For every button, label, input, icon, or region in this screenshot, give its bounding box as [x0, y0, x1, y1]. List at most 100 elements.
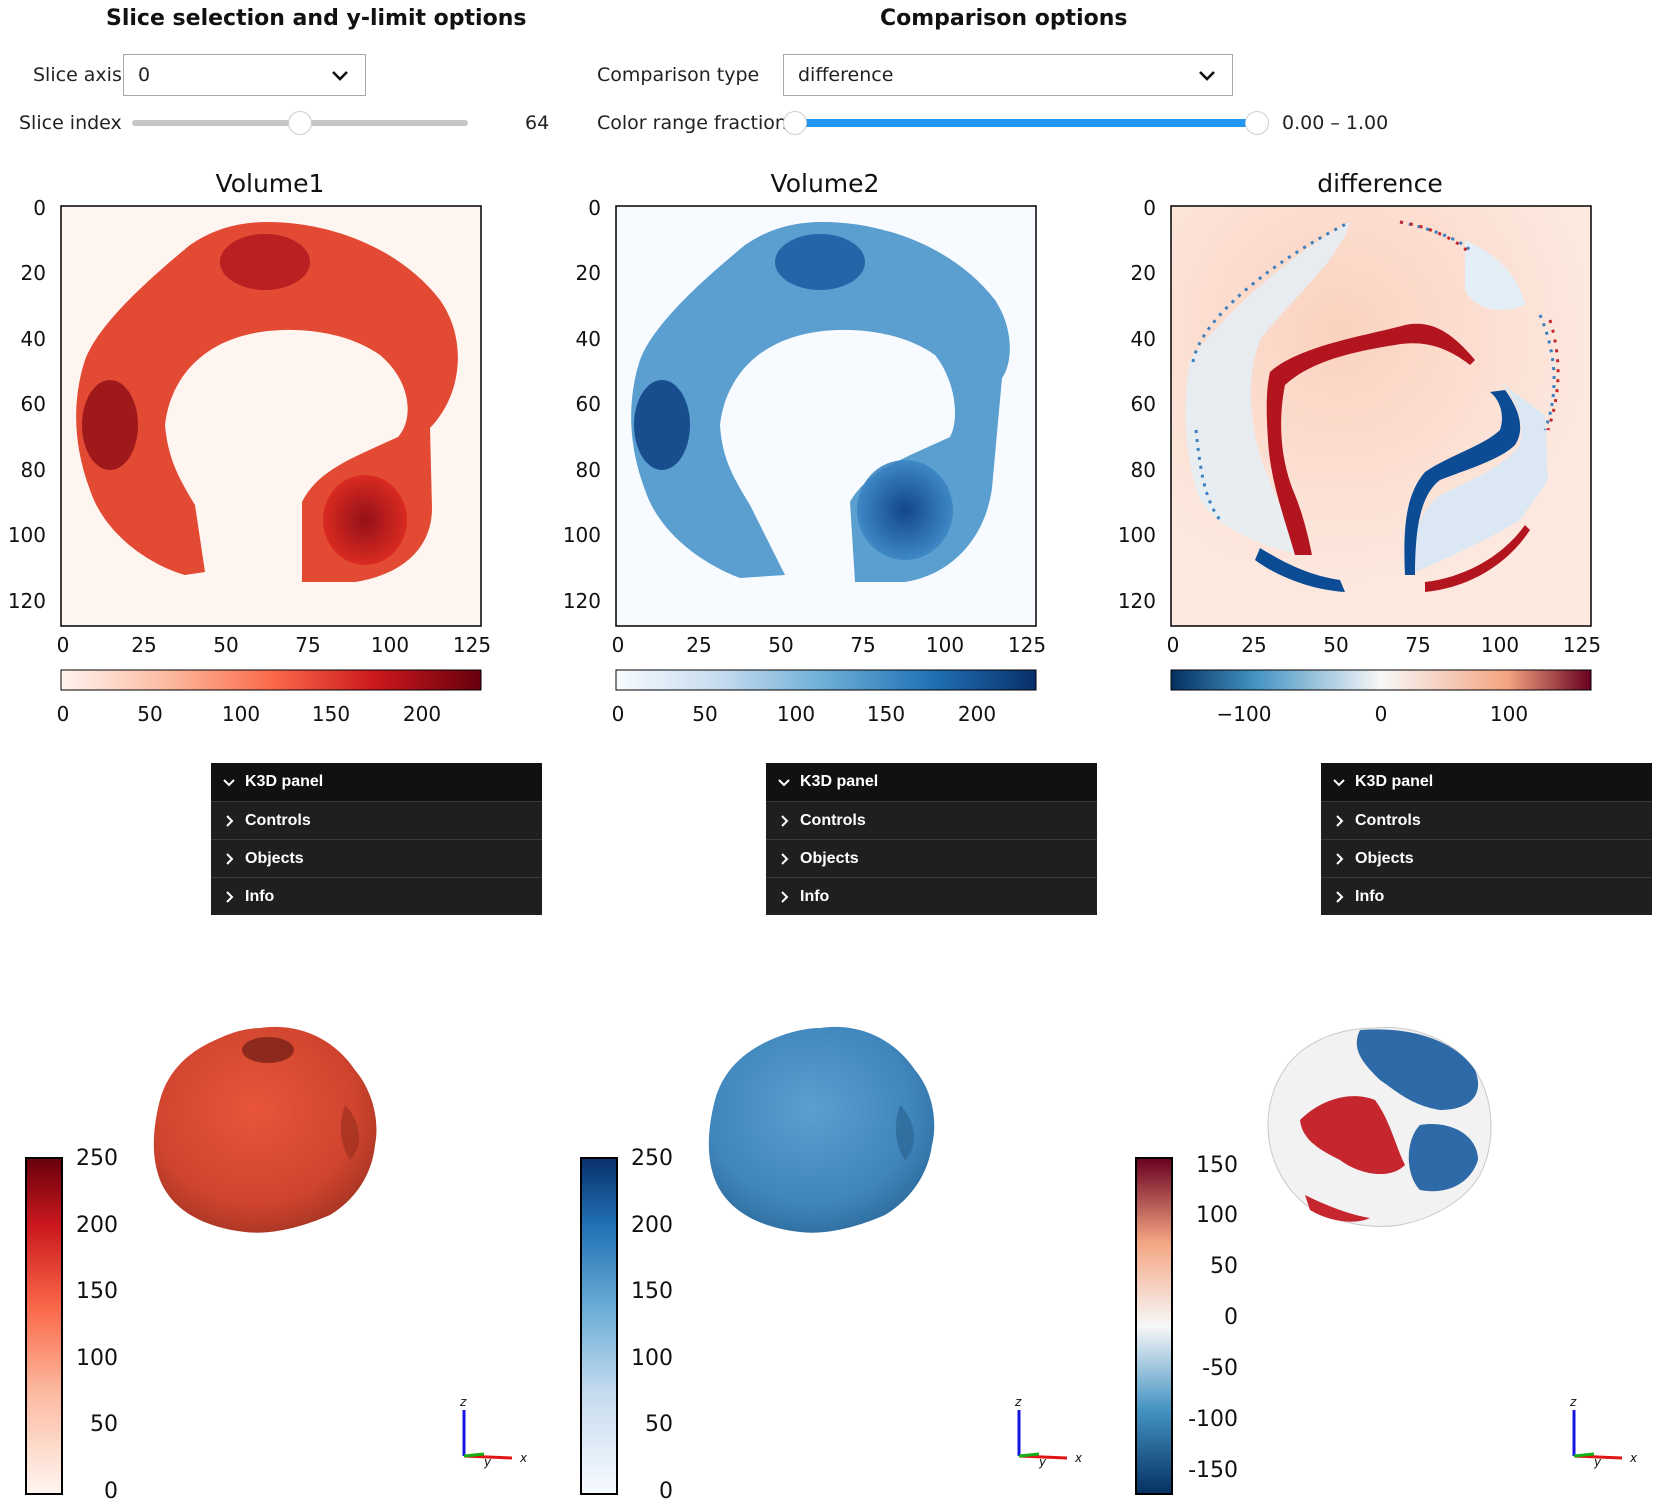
render3d-area: 250 200 150 100 50 0 z x y 250 200 150 1…: [25, 1026, 1638, 1504]
chevron-right-icon: [226, 852, 234, 865]
y-tick-label: 40: [1131, 327, 1156, 351]
volume2-y-axis: 0 20 40 60 80 100 120: [563, 196, 601, 613]
difference-3d-colorbar-ticks: 150 100 50 0 -50 -100 -150: [1188, 1153, 1238, 1483]
volume2-panel: Volume2 0 25 50 75 100 125 0 20 40 60 80…: [563, 169, 1046, 726]
difference-x-axis: 0 25 50 75 100 125: [1167, 633, 1601, 657]
colorbar-tick-label: 0: [104, 1479, 118, 1504]
colorbar-tick-label: 50: [90, 1412, 118, 1437]
y-tick-label: 60: [576, 392, 601, 416]
volume2-3d-colorbar-ticks: 250 200 150 100 50 0: [631, 1146, 673, 1504]
y-tick-label: 0: [33, 196, 46, 220]
k3d-panel-volume2: K3D panel Controls Objects Info: [766, 763, 1097, 915]
slice-axis-dropdown[interactable]: 0: [123, 54, 366, 96]
k3d-controls-item[interactable]: Controls: [211, 801, 542, 839]
colorbar-tick-label: -100: [1188, 1407, 1238, 1432]
volume1-surface-shadow: [340, 1105, 360, 1160]
volume1-colorbar: [60, 669, 482, 691]
volume2-3d-colorbar: [580, 1157, 618, 1495]
volume2-hotspot: [775, 234, 865, 290]
k3d-controls-item[interactable]: Controls: [766, 801, 1097, 839]
difference-surface-red-patch: [1305, 1195, 1370, 1222]
x-tick-label: 75: [850, 633, 875, 657]
volume1-colorbar-ticks: 0 50 100 150 200: [57, 702, 441, 726]
chevron-down-icon: [1333, 779, 1345, 787]
k3d-panel-title: K3D panel: [245, 773, 324, 790]
k3d-panel-title: K3D panel: [1355, 773, 1434, 790]
volume2-hotspot: [857, 460, 953, 560]
difference-surface-blue-patch: [1408, 1124, 1478, 1192]
comparison-type-dropdown[interactable]: difference: [783, 54, 1233, 96]
comparison-type-label: Comparison type: [597, 64, 760, 86]
difference-blue-arc: [1255, 548, 1345, 592]
y-tick-label: 0: [588, 196, 601, 220]
x-tick-label: 50: [768, 633, 793, 657]
y-tick-label: 80: [576, 458, 601, 482]
k3d-panel-volume1: K3D panel Controls Objects Info: [211, 763, 542, 915]
chevron-right-icon: [226, 814, 234, 827]
volume1-title: Volume1: [216, 169, 325, 198]
difference-red-edge: [1425, 525, 1530, 592]
k3d-controls-item[interactable]: Controls: [1321, 801, 1652, 839]
k3d-panel-header[interactable]: K3D panel: [1321, 763, 1652, 801]
colorbar-tick-label: 250: [631, 1146, 673, 1171]
colorbar-tick-label: 100: [777, 702, 815, 726]
colorbar-tick-label: −100: [1217, 702, 1272, 726]
k3d-panel-header[interactable]: K3D panel: [211, 763, 542, 801]
colorbar-tick-label: 100: [222, 702, 260, 726]
color-range-low-handle[interactable]: [783, 111, 807, 135]
colorbar-tick-label: 150: [867, 702, 905, 726]
k3d-info-item[interactable]: Info: [766, 877, 1097, 915]
difference-y-axis: 0 20 40 60 80 100 120: [1118, 196, 1156, 613]
y-tick-label: 80: [21, 458, 46, 482]
k3d-objects-item[interactable]: Objects: [1321, 839, 1652, 877]
k3d-info-item[interactable]: Info: [1321, 877, 1652, 915]
colorbar-tick-label: -150: [1188, 1458, 1238, 1483]
colorbar-tick-label: 250: [76, 1146, 118, 1171]
colorbar-tick-label: 100: [1196, 1203, 1238, 1228]
chevron-right-icon: [1336, 852, 1344, 865]
render3d-volume2: 250 200 150 100 50 0 z x y: [580, 1026, 1083, 1504]
k3d-objects-item[interactable]: Objects: [766, 839, 1097, 877]
chevron-down-icon: [223, 779, 235, 787]
chevron-down-icon: [332, 71, 348, 81]
y-tick-label: 100: [563, 523, 601, 547]
colorbar-tick-label: 200: [403, 702, 441, 726]
volume1-3d-colorbar: [25, 1157, 63, 1495]
difference-3d-colorbar: [1135, 1157, 1173, 1495]
k3d-info-item[interactable]: Info: [211, 877, 542, 915]
volume1-3d-axes-gizmo: z x y: [459, 1395, 528, 1469]
colorbar-tick-label: 100: [76, 1346, 118, 1371]
colorbar-tick-label: 150: [1196, 1153, 1238, 1178]
comparison-section-title: Comparison options: [880, 6, 1128, 31]
chevron-right-icon: [781, 814, 789, 827]
colorbar-tick-label: 0: [1224, 1305, 1238, 1330]
difference-panel: difference 0 25 50 75 100 125 0 20 40 60…: [1118, 169, 1601, 726]
axis-label-z: z: [1569, 1395, 1577, 1409]
render3d-volume1: 250 200 150 100 50 0 z x y: [25, 1026, 528, 1504]
colorbar-tick-label: 150: [631, 1279, 673, 1304]
chevron-right-icon: [781, 852, 789, 865]
difference-title: difference: [1317, 169, 1443, 198]
axis-label-y: y: [1593, 1455, 1602, 1469]
slice-index-slider-handle[interactable]: [288, 111, 312, 135]
colorbar-tick-label: 200: [958, 702, 996, 726]
y-tick-label: 20: [576, 261, 601, 285]
color-range-high-handle[interactable]: [1245, 111, 1269, 135]
volume2-3d-axes-gizmo: z x y: [1014, 1395, 1083, 1469]
k3d-panel-header[interactable]: K3D panel: [766, 763, 1097, 801]
axis-label-x: x: [1074, 1451, 1083, 1465]
colorbar-tick-label: 50: [692, 702, 717, 726]
chevron-right-icon: [781, 890, 789, 903]
k3d-item-label: Info: [800, 887, 830, 905]
k3d-item-label: Info: [1355, 887, 1385, 905]
colorbar-tick-label: 0: [1375, 702, 1388, 726]
colorbar-tick-label: 150: [76, 1279, 118, 1304]
chevron-down-icon: [1199, 71, 1215, 81]
y-tick-label: 120: [8, 589, 46, 613]
y-tick-label: 100: [1118, 523, 1156, 547]
y-tick-label: 120: [563, 589, 601, 613]
k3d-objects-item[interactable]: Objects: [211, 839, 542, 877]
colorbar-tick-label: -50: [1202, 1356, 1238, 1381]
slice-axis-label: Slice axis: [33, 64, 122, 86]
y-tick-label: 120: [1118, 589, 1156, 613]
